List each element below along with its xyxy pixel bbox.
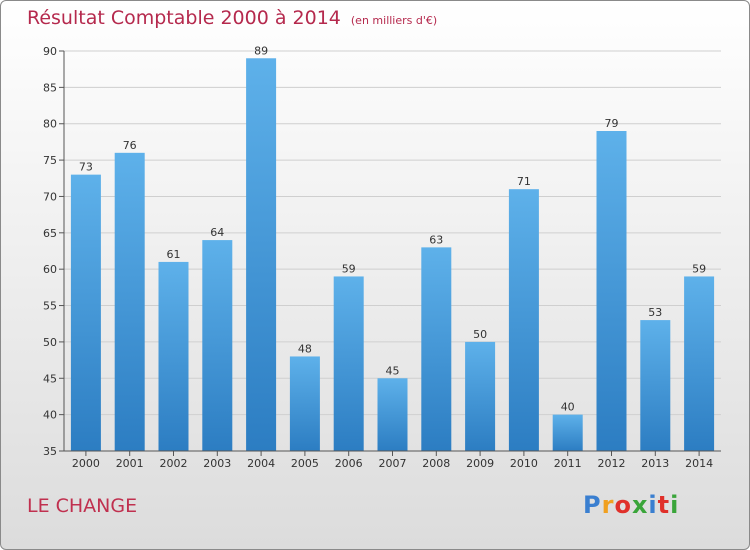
y-tick-label: 75 (43, 154, 57, 167)
bar-2013 (640, 320, 671, 451)
bar-2001 (114, 152, 145, 451)
value-label: 76 (123, 139, 137, 152)
x-tick-label: 2008 (422, 457, 450, 470)
logo-letter: i (670, 491, 680, 519)
value-label: 71 (517, 175, 531, 188)
proxiti-logo[interactable]: Proxiti (583, 491, 679, 519)
y-tick-label: 85 (43, 81, 57, 94)
bars (70, 58, 715, 452)
bar-2003 (202, 240, 233, 451)
bar-2014 (684, 276, 715, 451)
logo-letter: t (657, 491, 671, 519)
bar-2002 (158, 261, 189, 451)
value-label: 59 (342, 262, 356, 275)
logo-letter: P (583, 491, 602, 519)
x-tick-label: 2014 (685, 457, 713, 470)
value-label: 45 (386, 364, 400, 377)
value-label: 73 (79, 161, 93, 174)
chart-title-main: Résultat Comptable 2000 à 2014 (27, 7, 341, 29)
x-tick-label: 2003 (203, 457, 231, 470)
x-tick-label: 2010 (510, 457, 538, 470)
value-label: 89 (254, 44, 268, 57)
logo-letter: o (614, 491, 632, 519)
x-tick-label: 2001 (116, 457, 144, 470)
y-tick-label: 60 (43, 263, 57, 276)
y-tick-label: 50 (43, 336, 57, 349)
logo-letter: r (601, 491, 615, 519)
bar-2010 (508, 189, 539, 451)
y-tick-label: 70 (43, 190, 57, 203)
bar-2004 (246, 58, 277, 451)
bar-2011 (552, 414, 583, 451)
value-label: 79 (605, 117, 619, 130)
y-tick-label: 55 (43, 300, 57, 313)
bar-2008 (421, 247, 452, 451)
value-label: 59 (692, 262, 706, 275)
bar-2012 (596, 131, 627, 451)
chart-subtitle: (en milliers d'€) (350, 14, 438, 27)
value-label: 40 (561, 401, 575, 414)
commune-name: LE CHANGE (27, 495, 138, 517)
bar-2009 (465, 341, 496, 451)
y-tick-label: 65 (43, 227, 57, 240)
value-label: 53 (648, 306, 662, 319)
x-tick-label: 2011 (554, 457, 582, 470)
labels: 35 40 45 50 55 60 65 70 75 80 85 90 73 2000 76 2001 61 20… (43, 44, 713, 470)
y-tick-label: 80 (43, 118, 57, 131)
x-tick-label: 2004 (247, 457, 275, 470)
value-label: 61 (167, 248, 181, 261)
bar-2007 (377, 378, 408, 451)
chart-title: Résultat Comptable 2000 à 2014 (en millie… (27, 7, 437, 29)
y-tick-label: 35 (43, 445, 57, 458)
x-tick-label: 2002 (160, 457, 188, 470)
x-tick-label: 2009 (466, 457, 494, 470)
axes (59, 50, 721, 456)
y-tick-label: 90 (43, 45, 57, 58)
y-tick-label: 40 (43, 409, 57, 422)
x-tick-label: 2000 (72, 457, 100, 470)
value-label: 64 (210, 226, 224, 239)
bar-2005 (289, 356, 320, 451)
value-label: 63 (429, 233, 443, 246)
bar-2000 (70, 174, 101, 452)
bar-2006 (333, 276, 364, 451)
x-tick-label: 2012 (598, 457, 626, 470)
x-tick-label: 2005 (291, 457, 319, 470)
value-label: 50 (473, 328, 487, 341)
x-tick-label: 2013 (641, 457, 669, 470)
y-tick-label: 45 (43, 372, 57, 385)
x-tick-label: 2007 (379, 457, 407, 470)
x-tick-label: 2006 (335, 457, 363, 470)
logo-letter: x (631, 491, 649, 519)
value-label: 48 (298, 342, 312, 355)
logo-letter: i (648, 491, 658, 519)
